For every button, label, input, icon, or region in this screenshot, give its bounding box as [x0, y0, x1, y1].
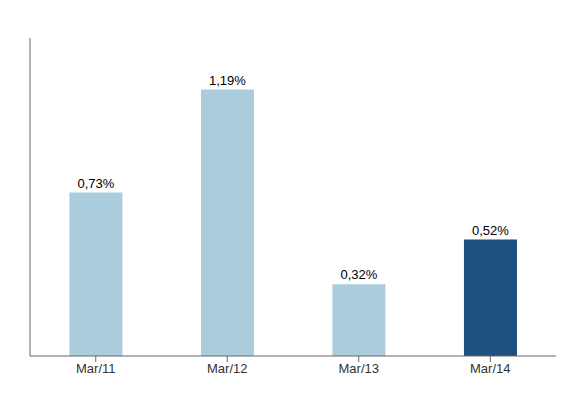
svg-text:1,19%: 1,19%: [209, 73, 246, 88]
svg-text:Mar/13: Mar/13: [339, 361, 379, 376]
svg-text:Mar/12: Mar/12: [207, 361, 247, 376]
svg-text:0,52%: 0,52%: [472, 223, 509, 238]
svg-text:0,73%: 0,73%: [78, 176, 115, 191]
svg-text:Mar/14: Mar/14: [470, 361, 510, 376]
svg-text:0,32%: 0,32%: [341, 267, 378, 282]
svg-text:Mar/11: Mar/11: [76, 361, 116, 376]
